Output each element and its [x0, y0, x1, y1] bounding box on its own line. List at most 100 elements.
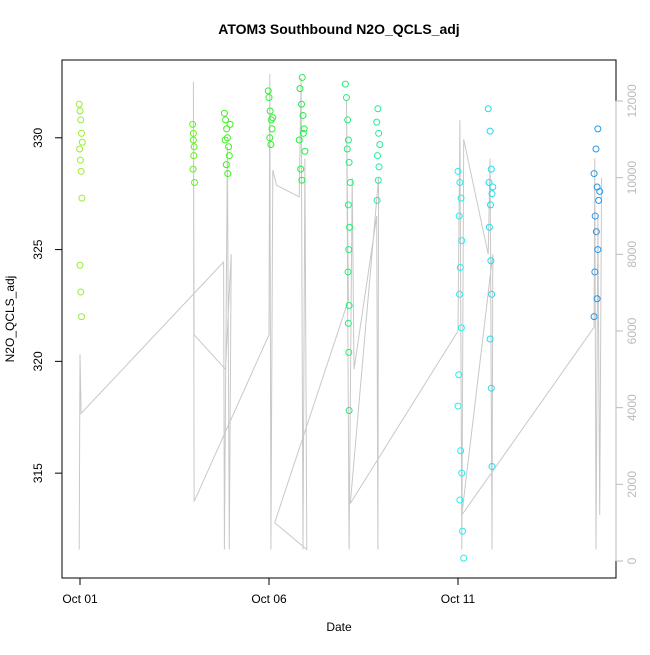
point — [76, 261, 84, 269]
point — [485, 223, 493, 231]
point — [189, 165, 197, 173]
point — [591, 268, 599, 276]
point — [596, 187, 604, 195]
point — [269, 114, 277, 122]
x-axis-label: Date — [326, 620, 352, 634]
point — [373, 118, 381, 126]
y2-tick-label: 12000 — [625, 84, 639, 118]
point — [344, 319, 352, 327]
point — [593, 295, 601, 303]
y-tick-label: 325 — [31, 239, 45, 259]
y-tick-label: 330 — [31, 127, 45, 147]
y2-tick-label: 8000 — [625, 241, 639, 268]
point — [191, 179, 199, 187]
point — [299, 129, 307, 137]
point — [77, 116, 85, 124]
point — [456, 496, 464, 504]
point — [345, 246, 353, 254]
point — [590, 313, 598, 321]
point — [376, 141, 384, 149]
y-tick-label: 320 — [31, 351, 45, 371]
point — [297, 165, 305, 173]
point — [456, 263, 464, 271]
point — [267, 141, 275, 149]
point — [488, 290, 496, 298]
point — [78, 313, 86, 321]
point — [345, 301, 353, 309]
point — [223, 125, 231, 133]
point — [226, 120, 234, 128]
point — [458, 469, 466, 477]
point — [455, 212, 463, 220]
point — [454, 167, 462, 175]
y2-tick-label: 4000 — [625, 394, 639, 421]
point — [457, 447, 465, 455]
point — [455, 371, 463, 379]
point — [301, 147, 309, 155]
point — [488, 190, 496, 198]
point — [487, 257, 495, 265]
point — [459, 527, 467, 535]
point — [345, 348, 353, 356]
x-tick-label: Oct 11 — [441, 592, 476, 606]
point — [486, 127, 494, 135]
point — [487, 165, 495, 173]
point — [485, 179, 493, 187]
point — [592, 228, 600, 236]
point — [484, 105, 492, 113]
point — [76, 156, 84, 164]
point — [345, 158, 353, 166]
point — [344, 268, 352, 276]
point — [342, 94, 350, 102]
point — [298, 176, 306, 184]
point — [77, 288, 85, 296]
y2-tick-label: 10000 — [625, 161, 639, 195]
point — [456, 179, 464, 187]
point — [457, 194, 465, 202]
point — [374, 105, 382, 113]
point — [222, 116, 230, 124]
y-axis-label: N2O_QCLS_adj — [3, 276, 17, 363]
chart-title: ATOM3 Southbound N2O_QCLS_adj — [218, 21, 459, 37]
point — [76, 145, 84, 153]
point — [346, 179, 354, 187]
point — [346, 223, 354, 231]
point — [268, 125, 276, 133]
point — [266, 107, 274, 115]
point — [225, 152, 233, 160]
point — [266, 134, 274, 142]
point — [190, 143, 198, 151]
point — [299, 111, 307, 119]
y2-tick-label: 6000 — [625, 317, 639, 344]
point — [78, 138, 86, 146]
point — [189, 136, 197, 144]
point — [460, 554, 468, 562]
plot-box — [61, 59, 617, 579]
point — [221, 136, 229, 144]
point — [225, 143, 233, 151]
point — [594, 125, 602, 133]
y2-tick-label: 2000 — [625, 471, 639, 498]
point — [487, 201, 495, 209]
point — [373, 152, 381, 160]
point — [592, 145, 600, 153]
point — [344, 116, 352, 124]
point — [298, 100, 306, 108]
point — [344, 201, 352, 209]
point — [223, 134, 231, 142]
point — [456, 290, 464, 298]
point — [489, 183, 497, 191]
x-tick-label: Oct 06 — [251, 592, 287, 606]
y-tick-label: 315 — [31, 463, 45, 483]
point — [375, 129, 383, 137]
point — [75, 100, 83, 108]
point — [295, 136, 303, 144]
point — [220, 109, 228, 117]
point — [458, 237, 466, 245]
point — [190, 152, 198, 160]
point — [224, 170, 232, 178]
point — [300, 125, 308, 133]
altitude-line — [78, 74, 603, 551]
point — [222, 161, 230, 169]
